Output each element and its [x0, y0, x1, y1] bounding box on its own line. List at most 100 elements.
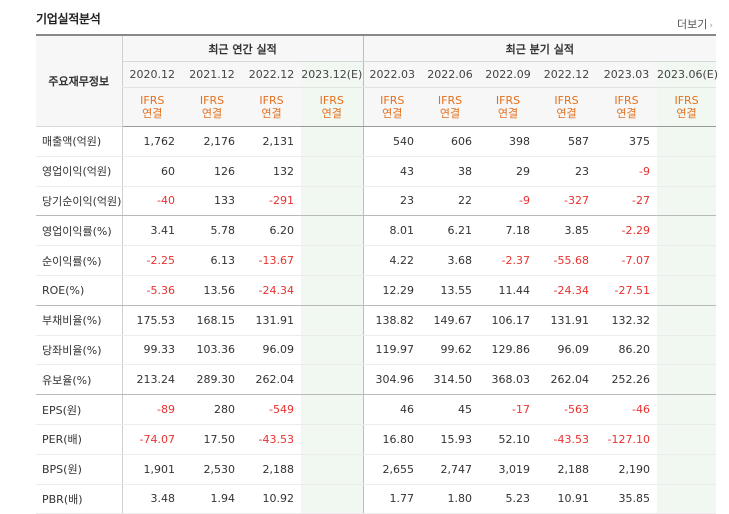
period-header: 2023.03: [596, 61, 658, 88]
table-cell: 2,176: [182, 126, 242, 157]
table-cell: 13.55: [421, 275, 480, 306]
row-label: BPS(원): [36, 454, 122, 485]
table-cell: 60: [121, 156, 182, 187]
table-cell: -127.10: [596, 424, 658, 455]
consolidated-label: 연결: [439, 107, 461, 120]
table-cell: 2,131: [242, 126, 301, 157]
table-cell: 262.04: [537, 364, 597, 396]
table-cell: 35.85: [596, 484, 658, 514]
table-cell: 96.09: [537, 335, 597, 366]
label-header: 주요재무정보: [36, 34, 122, 127]
ifrs-label: IFRS: [674, 94, 699, 107]
ifrs-label: IFRS: [199, 94, 225, 107]
table-cell: 3.48: [121, 484, 182, 514]
table-cell: -563: [537, 394, 597, 425]
table-cell: -24.34: [537, 275, 597, 306]
table-cell: 45: [421, 394, 480, 425]
table-cell: 3.41: [121, 215, 182, 247]
row-label: 유보율(%): [36, 364, 122, 396]
table-cell: 15.93: [421, 424, 480, 455]
table-cell: [657, 126, 717, 157]
table-cell: 2,188: [537, 454, 597, 485]
table-cell: [301, 245, 364, 276]
row-label: EPS(원): [36, 394, 122, 425]
table-cell: -9: [596, 156, 658, 187]
period-header: 2022.09: [479, 61, 538, 88]
standard-header: IFRS 연결: [479, 87, 538, 127]
period-header: 2021.12: [182, 61, 242, 88]
row-label: 순이익률(%): [36, 245, 122, 276]
table-cell: 5.78: [182, 215, 242, 247]
table-cell: 314.50: [421, 364, 480, 396]
table-cell: -27.51: [596, 275, 658, 306]
table-cell: 280: [182, 394, 242, 425]
row-label: 당기순이익(억원): [36, 186, 122, 217]
consolidated-label: 연결: [201, 107, 223, 120]
table-cell: [657, 275, 717, 306]
table-cell: 2,747: [421, 454, 480, 485]
ifrs-label: IFRS: [614, 94, 639, 107]
table-row: EPS(원) -89 280 -549 46 45 -17 -563 -46: [36, 394, 717, 425]
table-cell: [657, 186, 717, 217]
table-row: PER(배) -74.07 17.50 -43.53 16.80 15.93 52.10 -4…: [36, 424, 717, 455]
table-row: 매출액(억원) 1,762 2,176 2,131 540 606 398 587 375: [36, 126, 717, 157]
table-body: 매출액(억원) 1,762 2,176 2,131 540 606 398 587 375 영업이…: [36, 126, 717, 514]
row-label: PER(배): [36, 424, 122, 455]
table-cell: 22: [421, 186, 480, 217]
table-cell: 23: [537, 156, 597, 187]
table-cell: -43.53: [242, 424, 301, 455]
table-cell: -291: [242, 186, 301, 217]
more-link[interactable]: 더보기 ›: [677, 16, 713, 32]
table-cell: 5.23: [479, 484, 538, 514]
table-cell: [301, 484, 364, 514]
table-cell: 10.91: [537, 484, 597, 514]
table-cell: 3.68: [421, 245, 480, 276]
table-cell: 606: [421, 126, 480, 157]
period-header: 2022.06: [421, 61, 480, 88]
table-cell: -74.07: [121, 424, 182, 455]
table-cell: 132.32: [596, 305, 658, 336]
table-cell: 1,762: [121, 126, 182, 157]
consolidated-label: 연결: [261, 107, 282, 120]
standard-header: IFRS 연결: [301, 87, 364, 127]
table-cell: 16.80: [362, 424, 422, 455]
table-cell: 6.13: [182, 245, 242, 276]
table-cell: [657, 215, 717, 247]
period-header-row: 2020.12 2021.12 2022.12 2023.12(E) 2022.03 20…: [36, 61, 718, 88]
table-row: 영업이익률(%) 3.41 5.78 6.20 8.01 6.21 7.18 3.85 -2.2…: [36, 215, 717, 247]
table-cell: 289.30: [182, 364, 242, 396]
table-cell: 8.01: [362, 215, 422, 247]
table-cell: 168.15: [182, 305, 242, 336]
table-cell: 11.44: [479, 275, 538, 306]
row-label: 영업이익률(%): [36, 215, 122, 247]
table-cell: [301, 305, 364, 336]
table-cell: 2,530: [182, 454, 242, 485]
period-header: 2022.03: [362, 61, 422, 88]
ifrs-label: IFRS: [380, 94, 405, 107]
table-row: 순이익률(%) -2.25 6.13 -13.67 4.22 3.68 -2.37 -55.6…: [36, 245, 717, 276]
table-cell: -55.68: [537, 245, 597, 276]
table-cell: -43.53: [537, 424, 597, 455]
standard-header: IFRS 연결: [121, 87, 182, 127]
table-cell: 119.97: [362, 335, 422, 366]
table-cell: 398: [479, 126, 538, 157]
table-cell: 86.20: [596, 335, 658, 366]
table-cell: 368.03: [479, 364, 538, 396]
annual-header: 최근 연간 실적: [121, 34, 364, 62]
table-cell: -7.07: [596, 245, 658, 276]
table-cell: -13.67: [242, 245, 301, 276]
table-cell: [301, 126, 364, 157]
table-row: 당기순이익(억원) -40 133 -291 23 22 -9 -327 -27: [36, 186, 717, 217]
table-cell: 587: [537, 126, 597, 157]
table-cell: 2,655: [362, 454, 422, 485]
table-cell: 252.26: [596, 364, 658, 396]
table-cell: -17: [479, 394, 538, 425]
table-cell: -40: [121, 186, 182, 217]
row-label: 부채비율(%): [36, 305, 122, 336]
consolidated-label: 연결: [556, 107, 577, 120]
table-cell: 138.82: [362, 305, 422, 336]
period-header: 2022.12: [537, 61, 597, 88]
period-header: 2023.12(E): [301, 61, 364, 88]
table-cell: 17.50: [182, 424, 242, 455]
table-row: PBR(배) 3.48 1.94 10.92 1.77 1.80 5.23 10.91 35.8…: [36, 484, 717, 514]
